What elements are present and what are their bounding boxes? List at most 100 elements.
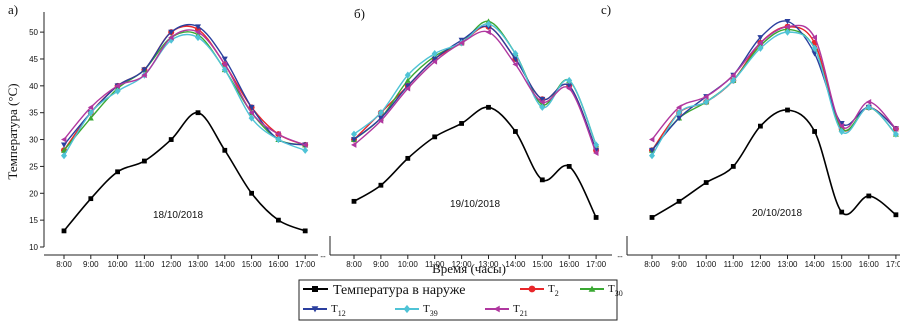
point-outside (142, 158, 147, 164)
panel-letter: а) (8, 2, 18, 17)
point-t39 (784, 28, 791, 36)
point-outside (88, 196, 94, 202)
point-t12 (221, 56, 228, 62)
point-t39 (539, 103, 546, 111)
x-tick-label: 9:00 (373, 260, 389, 269)
x-tick-label: 13:00 (478, 260, 499, 269)
point-t21 (838, 123, 845, 130)
x-tick-label: 16:00 (268, 260, 289, 269)
x-tick-label: 15:00 (532, 260, 553, 269)
point-t39 (811, 44, 818, 52)
legend-label-subscript: 39 (430, 309, 438, 318)
point-outside (566, 164, 572, 169)
series-t21-line (63, 29, 306, 146)
point-t39 (351, 130, 357, 138)
series-t12-line (353, 25, 597, 151)
point-t12 (539, 96, 546, 103)
x-tick-label: 17:00 (586, 260, 607, 269)
point-t39 (195, 33, 201, 42)
point-outside (249, 190, 254, 196)
series-t2-line (651, 26, 897, 151)
point-t21 (676, 104, 682, 111)
point-t39 (892, 130, 899, 138)
point-t39 (512, 50, 519, 58)
y-tick-label: 15 (29, 216, 38, 225)
legend-label-base: T (331, 303, 338, 315)
y-tick-label: 35 (29, 109, 38, 118)
panel-2: б) 19/10/2018 8:00 9:00 10:00 11:00 12:00 13:00… (346, 6, 606, 269)
point-outside (539, 177, 545, 183)
point-t21 (302, 141, 308, 148)
legend-outside-label: Температура в наруже (333, 283, 465, 298)
y-tick-label: 20 (29, 189, 38, 198)
y-tick-label: 30 (29, 136, 38, 145)
series-t39-line (651, 31, 897, 157)
x-tick-label: 14:00 (805, 260, 826, 269)
point-t39 (757, 44, 764, 52)
point-t39 (593, 141, 600, 149)
y-tick-label: 10 (29, 243, 38, 252)
point-t39 (275, 135, 282, 144)
legend-label-base: T (513, 303, 520, 315)
point-t12 (404, 83, 411, 89)
legend-label: T39 (423, 303, 438, 318)
series-outside-line (63, 111, 306, 232)
point-t21 (404, 85, 411, 92)
point-outside (839, 209, 845, 215)
point-outside (168, 137, 174, 142)
legend-item-t12: T12 (303, 303, 346, 318)
point-outside (593, 215, 599, 220)
point-t21 (458, 39, 464, 46)
x-tick-label: 15:00 (242, 260, 263, 269)
legend-label-base: T (608, 283, 615, 295)
point-t39 (730, 76, 737, 85)
point-outside (405, 155, 411, 161)
legend-label: T30 (608, 283, 623, 298)
x-tick-label: 12:00 (452, 260, 473, 269)
y-tick-label: 50 (29, 28, 38, 37)
point-t39 (865, 103, 872, 111)
legend-swatch-marker (403, 304, 411, 314)
point-t39 (168, 36, 175, 44)
panel-date-label: 20/10/2018 (752, 208, 802, 219)
point-t12 (512, 56, 519, 62)
point-t21 (730, 72, 736, 79)
point-t21 (168, 34, 174, 41)
x-tick-label: 16:00 (859, 260, 880, 269)
x-tick-label: 14:00 (505, 260, 526, 269)
point-t39 (838, 127, 845, 136)
legend-label: T21 (513, 303, 528, 318)
point-outside (61, 228, 67, 234)
point-outside (378, 182, 384, 188)
x-tick-label: 10:00 (398, 260, 419, 269)
legend-outside-marker (312, 286, 318, 292)
series-t39-line (353, 23, 597, 146)
point-t39 (649, 152, 655, 160)
point-outside (513, 129, 518, 134)
legend-swatch-marker (493, 305, 500, 313)
series-t30-line (353, 20, 597, 146)
point-t12 (168, 29, 175, 36)
point-t39 (703, 98, 710, 106)
point-t21 (865, 98, 872, 105)
point-outside (649, 215, 655, 220)
legend-swatch-marker (588, 285, 596, 292)
point-outside (486, 104, 491, 110)
x-tick-label: 11:00 (724, 260, 744, 269)
legend-label-subscript: 21 (520, 309, 528, 318)
y-axis-title: Температура (°C) (5, 83, 20, 179)
point-outside (758, 123, 763, 129)
point-t21 (649, 136, 655, 143)
panels-layer: а) 18/10/2018 8:00 9:00 10:00 11:00 12:00 13:00… (8, 2, 900, 269)
point-t21 (811, 34, 817, 41)
point-t21 (757, 39, 763, 46)
x-tick-label: 16:00 (559, 260, 580, 269)
point-t21 (248, 109, 254, 116)
panel-1: а) 18/10/2018 8:00 9:00 10:00 11:00 12:00 13:00… (8, 2, 316, 269)
point-t39 (676, 109, 683, 117)
point-t12 (248, 104, 255, 111)
series-t21-line (651, 24, 897, 141)
point-t21 (512, 61, 518, 68)
x-tick-label: 9:00 (83, 260, 99, 269)
